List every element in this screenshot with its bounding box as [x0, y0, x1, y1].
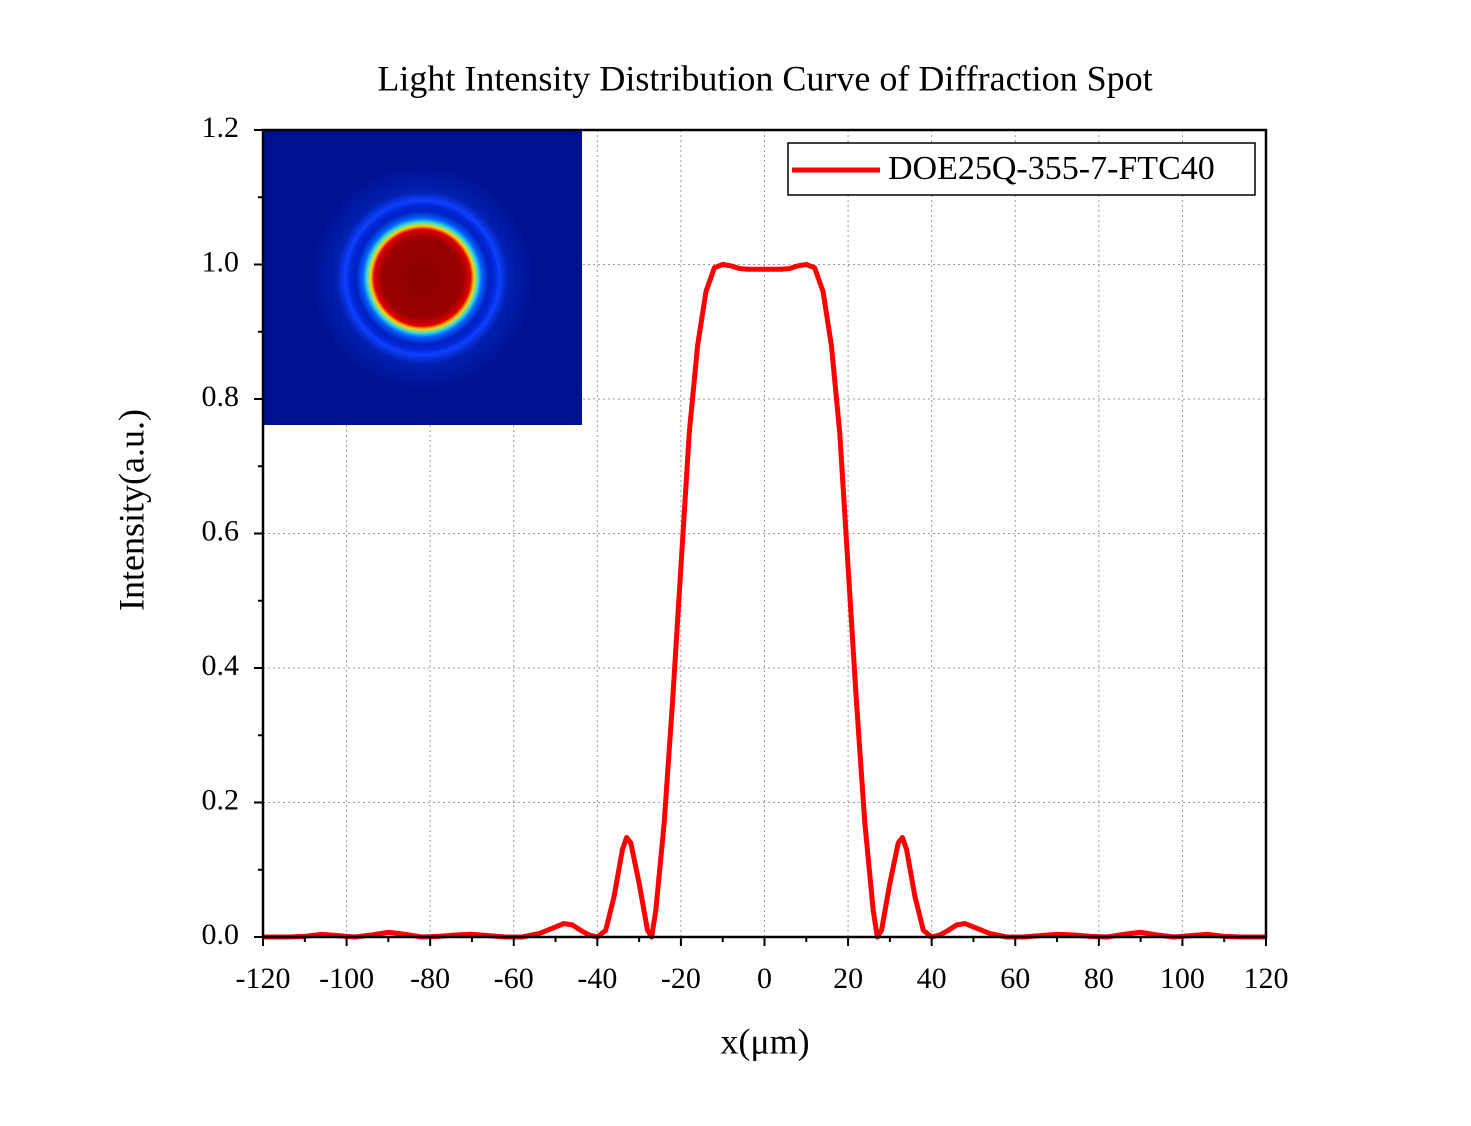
y-tick-label: 0.6: [202, 514, 240, 547]
y-tick-label: 1.2: [202, 111, 240, 144]
x-tick-label: -40: [577, 962, 617, 995]
x-tick-label: 40: [917, 962, 947, 995]
x-tick-label: 20: [833, 962, 863, 995]
x-tick-label: -100: [319, 962, 374, 995]
x-tick-label: -120: [236, 962, 291, 995]
x-tick-label: 100: [1160, 962, 1205, 995]
inset-image: [263, 130, 582, 425]
x-tick-label: 80: [1084, 962, 1114, 995]
legend-box: [787, 142, 1256, 196]
x-tick-label: 120: [1244, 962, 1289, 995]
x-tick-label: -60: [494, 962, 534, 995]
y-tick-label: 1.0: [202, 245, 240, 278]
x-tick-label: 0: [757, 962, 772, 995]
x-tick-label: 60: [1000, 962, 1030, 995]
inset-spot: [307, 162, 538, 393]
y-tick-label: 0.8: [202, 380, 240, 413]
y-axis-label: Intensity(a.u.): [111, 409, 151, 611]
y-tick-label: 0.0: [202, 918, 240, 951]
y-tick-label: 0.4: [202, 649, 240, 682]
chart-title: Light Intensity Distribution Curve of Di…: [377, 58, 1152, 98]
x-tick-label: -80: [410, 962, 450, 995]
x-axis-label: x(μm): [720, 1021, 809, 1061]
legend: DOE25Q-355-7-FTC40: [787, 142, 1256, 196]
x-tick-label: -20: [661, 962, 701, 995]
y-tick-label: 0.2: [202, 783, 240, 816]
legend-label: DOE25Q-355-7-FTC40: [888, 150, 1215, 187]
